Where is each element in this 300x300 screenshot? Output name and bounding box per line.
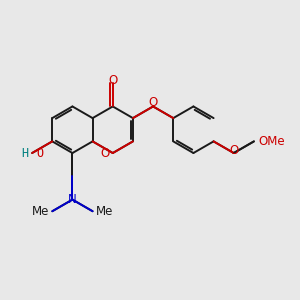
Text: Me: Me: [96, 205, 113, 218]
Text: OMe: OMe: [258, 135, 285, 148]
Text: O: O: [229, 144, 239, 157]
Text: H: H: [22, 146, 28, 160]
Text: O: O: [37, 146, 44, 160]
Text: O: O: [100, 146, 109, 160]
Text: N: N: [68, 193, 77, 206]
Text: O: O: [108, 74, 117, 87]
Text: O: O: [148, 97, 158, 110]
Text: Me: Me: [32, 205, 49, 218]
